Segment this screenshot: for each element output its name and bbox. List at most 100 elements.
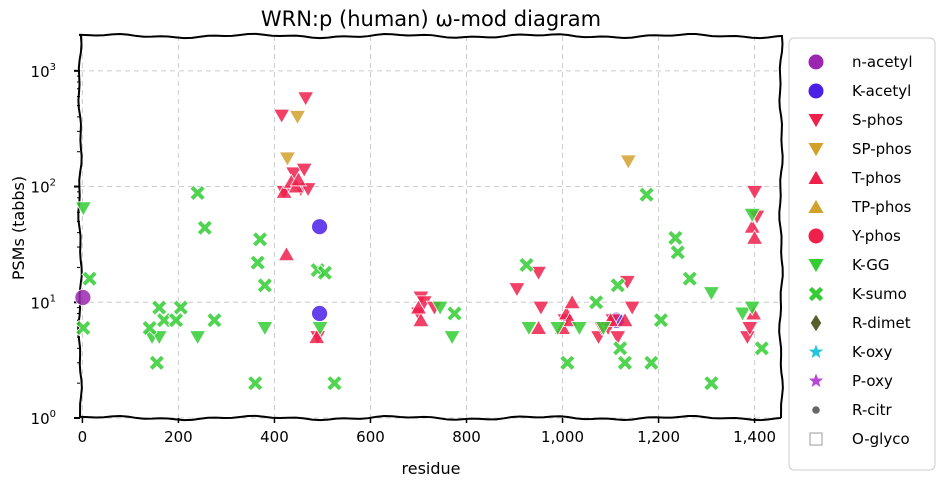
chart-title: WRN:p (human) ω-mod diagram bbox=[261, 7, 601, 31]
point-k-sumo bbox=[652, 312, 670, 329]
legend-marker-p-oxy bbox=[808, 373, 824, 388]
x-tick-label: 200 bbox=[164, 428, 193, 446]
point-k-gg bbox=[570, 321, 589, 337]
point-s-phos bbox=[532, 300, 550, 316]
point-k-sumo bbox=[316, 264, 334, 281]
legend-label-k-oxy: K-oxy bbox=[852, 343, 893, 361]
point-k-gg bbox=[74, 201, 93, 217]
point-t-phos bbox=[277, 245, 296, 262]
point-k-sumo bbox=[669, 244, 686, 261]
legend-label-tp-phos: TP-phos bbox=[851, 198, 911, 216]
point-sp-phos bbox=[619, 154, 638, 170]
point-t-phos bbox=[275, 183, 293, 199]
point-s-phos bbox=[623, 300, 641, 316]
point-k-sumo bbox=[753, 340, 770, 357]
point-s-phos bbox=[508, 282, 526, 298]
point-k-gg bbox=[256, 321, 274, 337]
point-k-sumo bbox=[681, 270, 698, 287]
point-k-gg bbox=[431, 300, 449, 316]
point-t-phos bbox=[745, 229, 764, 245]
legend-label-s-phos: S-phos bbox=[852, 111, 903, 129]
point-k-sumo bbox=[251, 231, 269, 248]
x-tick-label: 600 bbox=[356, 428, 385, 446]
point-t-phos bbox=[412, 311, 430, 328]
point-k-sumo bbox=[611, 340, 629, 357]
point-k-gg bbox=[188, 330, 207, 346]
point-k-sumo bbox=[609, 277, 626, 294]
point-k-gg bbox=[549, 321, 567, 337]
y-tick-label: 102 bbox=[31, 178, 56, 197]
legend-marker-r-citr bbox=[812, 406, 820, 414]
x-tick-label: 800 bbox=[452, 428, 481, 446]
point-s-phos bbox=[738, 330, 757, 346]
point-k-sumo bbox=[206, 312, 223, 329]
point-s-phos bbox=[609, 330, 627, 346]
legend-marker-r-dimet bbox=[810, 314, 822, 332]
point-k-sumo bbox=[75, 319, 92, 337]
point-k-sumo bbox=[247, 374, 264, 392]
point-k-sumo bbox=[249, 254, 266, 271]
legend-marker-t-phos bbox=[808, 170, 824, 184]
point-t-phos bbox=[529, 319, 548, 335]
data-points bbox=[74, 91, 770, 392]
legend-label-n-acetyl: n-acetyl bbox=[852, 53, 913, 71]
frame-left bbox=[77, 35, 83, 419]
x-tick-label: 1,400 bbox=[733, 428, 776, 446]
point-s-phos bbox=[296, 91, 315, 107]
legend: n-acetyl K-acetyl S-phos SP-phos T-phos TP-ph… bbox=[788, 37, 936, 471]
frame-bottom bbox=[79, 414, 782, 422]
legend-label-k-sumo: K-sumo bbox=[852, 285, 907, 303]
point-s-phos bbox=[741, 321, 759, 337]
point-t-phos bbox=[616, 311, 634, 328]
legend-label-sp-phos: SP-phos bbox=[852, 140, 912, 158]
legend-label-k-acetyl: K-acetyl bbox=[852, 82, 911, 100]
point-t-phos bbox=[289, 171, 308, 187]
point-k-sumo bbox=[587, 294, 605, 311]
point-s-phos bbox=[272, 108, 291, 125]
x-tick-label: 1,200 bbox=[637, 428, 680, 446]
legend-label-k-gg: K-GG bbox=[852, 256, 889, 274]
grid bbox=[80, 36, 781, 419]
point-s-phos bbox=[295, 162, 313, 179]
axis-ticks: 0 200 400 600 800 1,000 1,200 1,400 100 101 102 103 bbox=[31, 62, 777, 446]
point-k-sumo bbox=[196, 219, 214, 236]
point-k-sumo bbox=[667, 229, 684, 247]
point-t-phos bbox=[743, 218, 761, 234]
legend-marker-k-oxy bbox=[808, 344, 824, 359]
legend-marker-k-acetyl bbox=[808, 83, 824, 99]
point-k-gg bbox=[443, 330, 461, 346]
legend-label-t-phos: T-phos bbox=[851, 169, 901, 187]
point-k-sumo bbox=[148, 354, 165, 371]
point-k-sumo bbox=[638, 186, 655, 203]
point-k-sumo bbox=[326, 374, 343, 392]
x-tick-label: 0 bbox=[78, 428, 88, 446]
point-sp-phos bbox=[288, 110, 307, 126]
point-k-sumo bbox=[256, 277, 274, 294]
point-k-gg bbox=[311, 321, 329, 337]
point-k-acetyl bbox=[311, 218, 328, 236]
y-tick-label: 101 bbox=[31, 293, 56, 312]
legend-marker-k-gg bbox=[808, 259, 824, 273]
legend-label-p-oxy: P-oxy bbox=[852, 372, 893, 390]
x-tick-label: 400 bbox=[260, 428, 289, 446]
point-k-gg bbox=[594, 321, 613, 337]
x-axis-label: residue bbox=[402, 459, 461, 478]
point-k-sumo bbox=[81, 270, 98, 287]
point-k-sumo bbox=[172, 299, 189, 316]
legend-marker-o-glyco bbox=[809, 432, 823, 446]
point-s-phos bbox=[529, 265, 548, 282]
legend-box bbox=[788, 37, 936, 471]
point-k-sumo bbox=[141, 319, 158, 337]
point-s-phos bbox=[745, 185, 764, 201]
legend-marker-n-acetyl bbox=[808, 54, 824, 70]
x-tick-label: 1,000 bbox=[541, 428, 584, 446]
point-k-sumo bbox=[559, 354, 576, 371]
legend-marker-sp-phos bbox=[808, 143, 824, 157]
legend-marker-k-sumo bbox=[808, 286, 824, 302]
legend-marker-y-phos bbox=[808, 228, 824, 244]
point-k-gg bbox=[743, 208, 761, 224]
point-k-sumo bbox=[703, 374, 720, 392]
frame-right bbox=[778, 35, 784, 419]
y-axis-label: PSMs (tabbs) bbox=[9, 176, 28, 280]
